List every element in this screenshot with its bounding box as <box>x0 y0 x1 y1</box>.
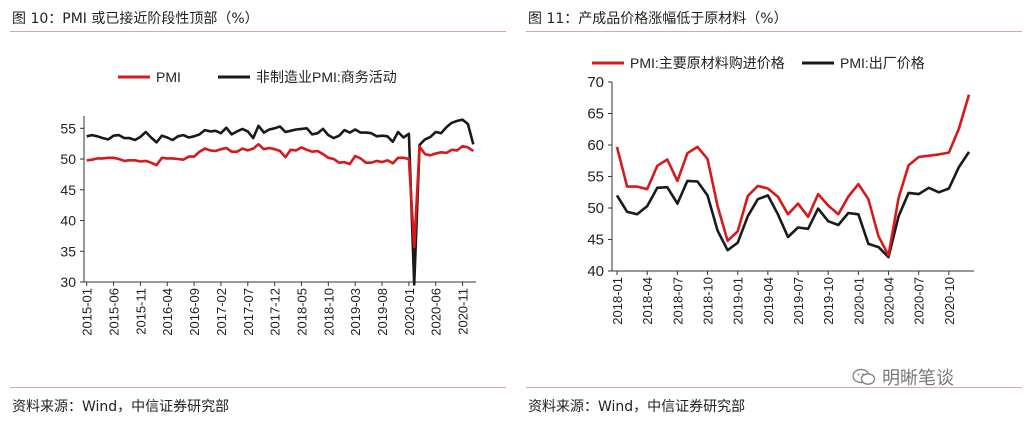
x-tick-label: 2017-12 <box>268 288 283 336</box>
title-rule <box>10 31 506 32</box>
y-tick-label: 40 <box>587 263 604 280</box>
y-tick-label: 35 <box>60 243 76 259</box>
x-tick-label: 2018-04 <box>640 277 655 325</box>
figure-11-panel: 图 11：产成品价格涨幅低于原材料（%） 40 45 50 55 60 65 70 2018-… <box>516 0 1032 424</box>
figure-10-panel: 图 10：PMI 或已接近阶段性顶部（%） 30 35 40 45 50 55 2015-0… <box>10 11 506 415</box>
x-tick-label: 2019-10 <box>821 277 836 325</box>
y-tick-label: 70 <box>587 74 604 91</box>
x-tick-label: 2019-03 <box>348 288 363 336</box>
watermark-text: 明晰笔谈 <box>882 368 954 389</box>
y-tick-label: 50 <box>60 151 76 167</box>
x-tick-label: 2015-01 <box>80 288 95 336</box>
x-tick-label: 2018-07 <box>670 277 685 325</box>
y-tick-label: 30 <box>60 274 76 290</box>
legend-label: 非制造业PMI:商务活动 <box>256 69 397 85</box>
x-tick-label: 2018-10 <box>321 288 336 336</box>
x-tick-label: 2020-07 <box>912 277 927 325</box>
price-index-line-chart: 40 45 50 55 60 65 70 2018-01 2018-04 2018-07 2018-… <box>587 55 974 325</box>
y-tick-label: 55 <box>60 120 76 136</box>
x-tick-label: 2016-09 <box>187 288 202 336</box>
x-tick-label: 2020-01 <box>851 277 866 325</box>
y-tick-label: 45 <box>587 232 604 249</box>
x-tick-label: 2019-07 <box>791 277 806 325</box>
wechat-icon <box>852 368 876 385</box>
x-tick-label: 2015-11 <box>133 288 148 335</box>
series-line-0 <box>86 143 475 249</box>
legend-label: PMI <box>156 69 181 85</box>
x-tick-label: 2018-10 <box>701 277 716 325</box>
pmi-line-chart: 30 35 40 45 50 55 2015-01 2015-06 2015-11 2016-04… <box>60 69 476 336</box>
x-tick-label: 2017-07 <box>241 288 256 336</box>
series-line-1 <box>86 118 475 286</box>
source-rule <box>526 387 1022 388</box>
y-tick-label: 65 <box>587 106 604 123</box>
y-tick-label: 40 <box>60 213 76 229</box>
title-rule <box>526 31 1022 32</box>
x-tick-label: 2019-01 <box>731 277 746 325</box>
y-tick-label: 60 <box>587 137 604 154</box>
x-tick-label: 2020-10 <box>942 277 957 325</box>
figure-title: 图 10：PMI 或已接近阶段性顶部（%） <box>12 11 259 27</box>
figure-source: 资料来源：Wind，中信证券研究部 <box>12 399 230 415</box>
y-tick-label: 45 <box>60 182 76 198</box>
figure-source: 资料来源：Wind，中信证券研究部 <box>528 399 746 415</box>
figure-title: 图 11：产成品价格涨幅低于原材料（%） <box>528 11 788 27</box>
x-tick-label: 2018-05 <box>294 288 309 336</box>
x-tick-label: 2020-01 <box>402 288 417 336</box>
x-tick-label: 2016-04 <box>160 288 175 336</box>
x-tick-label: 2019-08 <box>375 288 390 336</box>
x-tick-label: 2020-04 <box>882 277 897 325</box>
x-tick-label: 2020-11 <box>456 288 471 335</box>
y-tick-label: 55 <box>587 169 604 186</box>
source-rule <box>10 387 506 388</box>
x-tick-label: 2020-06 <box>429 288 444 336</box>
watermark: 明晰笔谈 <box>852 364 954 390</box>
series-line-1 <box>615 151 971 259</box>
series-line-0 <box>615 94 971 257</box>
x-tick-label: 2015-06 <box>107 288 122 336</box>
legend-label: PMI:出厂价格 <box>840 55 925 71</box>
legend-label: PMI:主要原材料购进价格 <box>630 55 785 71</box>
x-tick-label: 2019-04 <box>761 277 776 325</box>
y-tick-label: 50 <box>587 200 604 217</box>
x-tick-label: 2018-01 <box>610 277 625 325</box>
x-tick-label: 2017-02 <box>214 288 229 336</box>
